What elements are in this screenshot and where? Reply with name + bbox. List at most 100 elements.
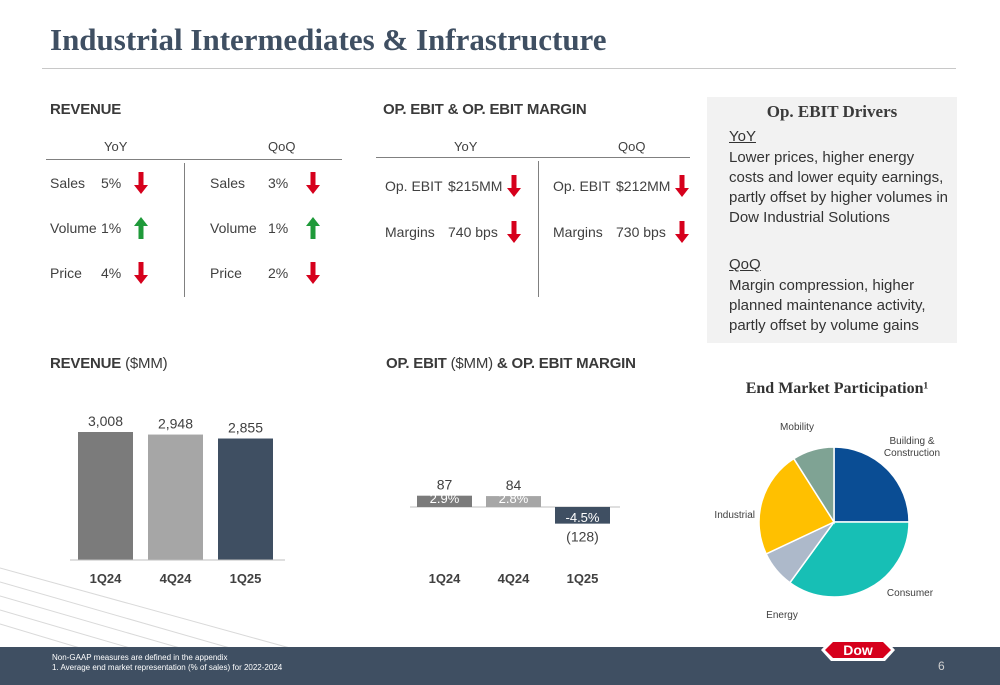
footnote-nongaap: Non-GAAP measures are defined in the app… — [52, 653, 228, 662]
revenue-bar-chart: 3,008 1Q24 2,948 4Q24 2,855 1Q25 — [70, 413, 285, 586]
pie-slice — [758, 457, 836, 555]
ebit-chart-heading-main: OP. EBIT — [386, 355, 447, 372]
ebit-category-label: 1Q25 — [567, 571, 599, 586]
revenue-yoy-arrow — [134, 262, 148, 289]
revenue-bar-value: 2,855 — [228, 420, 263, 436]
title-divider — [42, 68, 956, 69]
page-title: Industrial Intermediates & Infrastructur… — [50, 22, 607, 57]
ebit-margin-label: 2.8% — [499, 491, 529, 506]
revenue-table-divider — [184, 163, 185, 297]
arrow-up-icon — [306, 217, 320, 239]
arrow-down-icon — [134, 262, 148, 284]
ebit-bar-value: 84 — [506, 477, 522, 493]
revenue-yoy-label: Volume — [50, 220, 97, 236]
pie-slice — [833, 446, 910, 523]
arrow-down-icon — [306, 262, 320, 284]
pie-slice-label: Mobility — [780, 422, 814, 433]
pie-slice-label: Energy — [766, 610, 798, 621]
ebit-qoq-value: $212MM — [616, 178, 671, 194]
ebit-bar — [486, 496, 541, 507]
revenue-yoy-label: Price — [50, 265, 82, 281]
revenue-qoq-label: Sales — [210, 175, 246, 191]
arrow-down-icon — [134, 172, 148, 194]
revenue-yoy-value: 5% — [101, 175, 122, 191]
revenue-chart-heading-unit: ($MM) — [121, 355, 168, 372]
revenue-yoy-header: YoY — [104, 139, 128, 154]
revenue-table-rule — [46, 159, 342, 160]
ebit-table-divider — [538, 161, 539, 297]
revenue-yoy-arrow — [134, 217, 148, 244]
revenue-bar-value: 2,948 — [158, 416, 193, 432]
revenue-qoq-arrow — [306, 262, 320, 289]
arrow-up-icon — [134, 217, 148, 239]
arrow-down-icon — [675, 175, 689, 197]
pie-slice — [788, 521, 910, 598]
footnote-average: 1. Average end market representation (% … — [52, 663, 283, 672]
revenue-qoq-value: 2% — [268, 265, 289, 281]
ebit-category-label: 1Q24 — [429, 571, 462, 586]
revenue-category-label: 1Q25 — [230, 571, 262, 586]
ebit-yoy-value: 740 bps — [448, 224, 498, 240]
arrow-down-icon — [306, 172, 320, 194]
pie-slice-label: Consumer — [887, 588, 934, 599]
dow-logo: Dow — [821, 639, 895, 661]
revenue-qoq-value: 1% — [268, 220, 289, 236]
revenue-qoq-label: Price — [210, 265, 242, 281]
end-market-pie-chart: Building &Construction Consumer Energy Indu… — [714, 422, 940, 621]
ebit-qoq-value: 730 bps — [616, 224, 666, 240]
ebit-chart-heading-margin: & OP. EBIT MARGIN — [496, 355, 636, 372]
revenue-yoy-arrow — [134, 172, 148, 199]
revenue-qoq-arrow — [306, 217, 320, 244]
ebit-qoq-header: QoQ — [618, 139, 646, 154]
drivers-qoq-text: Margin compression, higher planned maint… — [729, 277, 926, 334]
ebit-yoy-value: $215MM — [448, 178, 503, 194]
ebit-qoq-label: Op. EBIT — [553, 178, 611, 194]
ebit-summary-heading: OP. EBIT & OP. EBIT MARGIN — [383, 101, 587, 118]
arrow-down-icon — [507, 221, 521, 243]
page-number: 6 — [938, 659, 945, 673]
revenue-bar-value: 3,008 — [88, 413, 123, 429]
ebit-bar — [417, 495, 472, 507]
ebit-qoq-label: Margins — [553, 224, 603, 240]
ebit-yoy-arrow — [507, 175, 521, 202]
ebit-bar-chart: 2.9%87 1Q24 2.8%84 4Q24 -4.5% (128) 1Q25 — [410, 477, 620, 586]
ebit-yoy-arrow — [507, 221, 521, 248]
pie-slice-label: Construction — [884, 448, 940, 459]
dow-logo-text: Dow — [843, 642, 873, 658]
ebit-yoy-label: Margins — [385, 224, 435, 240]
ebit-yoy-label: Op. EBIT — [385, 178, 443, 194]
drivers-qoq-label: QoQ — [729, 256, 761, 273]
revenue-yoy-value: 4% — [101, 265, 122, 281]
revenue-chart-heading-main: REVENUE — [50, 355, 122, 372]
pie-slice-label: Industrial — [714, 510, 755, 521]
pie-chart-title: End Market Participation¹ — [745, 380, 929, 397]
ebit-bar-value: (128) — [566, 529, 599, 545]
revenue-qoq-value: 3% — [268, 175, 289, 191]
revenue-bar — [148, 434, 203, 560]
revenue-bar — [78, 432, 133, 560]
revenue-qoq-arrow — [306, 172, 320, 199]
revenue-yoy-label: Sales — [50, 175, 86, 191]
revenue-summary-heading: REVENUE — [50, 101, 122, 118]
revenue-category-label: 1Q24 — [90, 571, 123, 586]
ebit-bar-value: 87 — [437, 477, 453, 493]
ebit-qoq-arrow — [675, 175, 689, 202]
revenue-qoq-label: Volume — [210, 220, 257, 236]
revenue-chart-heading: REVENUE ($MM) — [50, 355, 168, 372]
revenue-qoq-header: QoQ — [268, 139, 296, 154]
ebit-chart-heading-unit: ($MM) — [446, 355, 497, 372]
drivers-yoy-label: YoY — [729, 128, 756, 145]
ebit-category-label: 4Q24 — [498, 571, 531, 586]
ebit-table-rule — [376, 157, 690, 158]
revenue-yoy-value: 1% — [101, 220, 122, 236]
ebit-yoy-header: YoY — [454, 139, 478, 154]
revenue-category-label: 4Q24 — [160, 571, 193, 586]
arrow-down-icon — [507, 175, 521, 197]
ebit-chart-heading: OP. EBIT ($MM) & OP. EBIT MARGIN — [386, 355, 636, 372]
drivers-title: Op. EBIT Drivers — [766, 102, 898, 121]
pie-slice-label: Building & — [889, 436, 934, 447]
ebit-margin-label: -4.5% — [566, 510, 600, 525]
drivers-panel — [707, 97, 957, 343]
ebit-margin-label: 2.9% — [430, 491, 460, 506]
drivers-yoy-text: Lower prices, higher energy costs and lo… — [729, 149, 949, 226]
